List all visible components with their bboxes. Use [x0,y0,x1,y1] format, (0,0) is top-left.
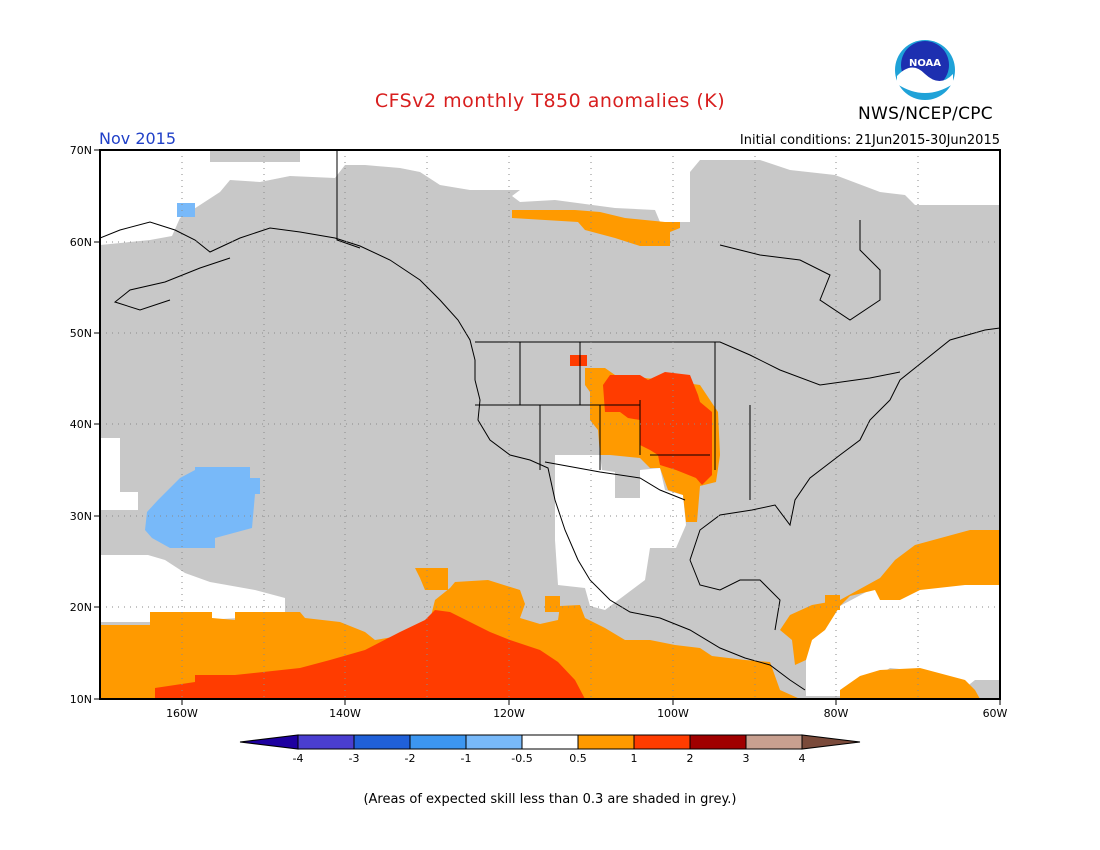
lon-label-100w: 100W [657,707,689,720]
negative-anomaly-regions [145,203,260,548]
graticule-lines [100,150,1000,699]
white-region-west-pacific [100,438,138,510]
colorbar-swatch [577,734,635,750]
colorbar-swatch [745,734,803,750]
lon-label-140w: 140W [329,707,361,720]
orange-region-east-pacific [545,596,560,612]
lat-label-10n: 10N [70,693,92,706]
coastline-canada-arctic [719,220,881,321]
colorbar-swatch [353,734,411,750]
white-region-tropical-pacific [100,555,285,622]
map-panel [100,150,1000,699]
colorbar-swatch [521,734,579,750]
skill-footnote: (Areas of expected skill less than 0.3 a… [363,792,737,807]
lat-tick-marks [94,149,100,700]
colorbar-label: -0.5 [511,752,532,765]
organization-label: NWS/NCEP/CPC [858,104,993,124]
map-title: CFSv2 monthly T850 anomalies (K) [374,90,726,112]
coastline-alaska [100,221,806,691]
near-zero-regions [100,150,1000,696]
orange-region-gulf [825,595,840,610]
lon-label-160w: 160W [166,707,198,720]
initial-conditions-label: Initial conditions: 21Jun2015-30Jun2015 [739,133,1000,148]
lat-label-40n: 40N [70,418,92,431]
colorbar-label: 1 [631,752,638,765]
state-lines [475,342,751,500]
lat-label-60n: 60N [70,236,92,249]
colorbar-label: -3 [349,752,360,765]
lat-label-20n: 20N [70,601,92,614]
blue-region-pacific [145,467,260,548]
colorbar-label: -1 [461,752,472,765]
red-region-central-us [603,372,712,485]
orange-region-atlantic [780,530,1000,665]
white-region-caribbean [840,572,1000,695]
colorbar-label: 2 [687,752,694,765]
coastline-east [689,327,1000,561]
colorbar-label: -4 [293,752,304,765]
coastline-gulf [689,559,781,631]
colorbar-tip-low [239,734,299,750]
lon-tick-marks [181,699,1001,705]
colorbar-swatch [689,734,747,750]
orange-region-canada [512,210,680,246]
lon-label-120w: 120W [493,707,525,720]
noaa-logo: NOAA [895,40,955,100]
border-us-canada [475,341,901,386]
noaa-logo-text: NOAA [909,58,941,69]
colorbar-legend: -4 -3 -2 -1 -0.5 0.5 1 2 3 4 [239,734,861,765]
colorbar-label: -2 [405,752,416,765]
red-region-pacific-tongue [155,610,585,699]
colorbar-swatch [633,734,691,750]
red-region-dakota [570,355,587,366]
colorbar-label: 0.5 [569,752,587,765]
colorbar-label: 4 [799,752,806,765]
border-us-mexico [544,461,686,501]
colorbar-label: 3 [743,752,750,765]
lon-label-80w: 80W [824,707,849,720]
colorbar-swatch [409,734,467,750]
colorbar-swatch [465,734,523,750]
lat-label-50n: 50N [70,327,92,340]
orange-region-small-pacific [415,568,448,590]
orange-region-south-caribbean [840,668,980,699]
anomaly-1-to-2-regions [155,355,712,699]
lat-label-70n: 70N [70,144,92,157]
forecast-month-label: Nov 2015 [99,129,177,148]
border-alaska-canada [336,150,361,249]
white-region-north [100,150,1000,245]
lon-labels: 160W 140W 120W 100W 80W 60W [166,707,1007,720]
blue-region-alaska [177,203,195,217]
colorbar-swatch [297,734,355,750]
lon-label-60w: 60W [983,707,1008,720]
coastline-alaska-peninsula [113,257,231,311]
lat-labels: 70N 60N 50N 40N 30N 20N 10N [70,144,92,706]
white-region-mexico [555,455,686,610]
lat-label-30n: 30N [70,510,92,523]
coastlines-and-borders [100,150,1000,691]
colorbar-tip-high [801,734,861,750]
